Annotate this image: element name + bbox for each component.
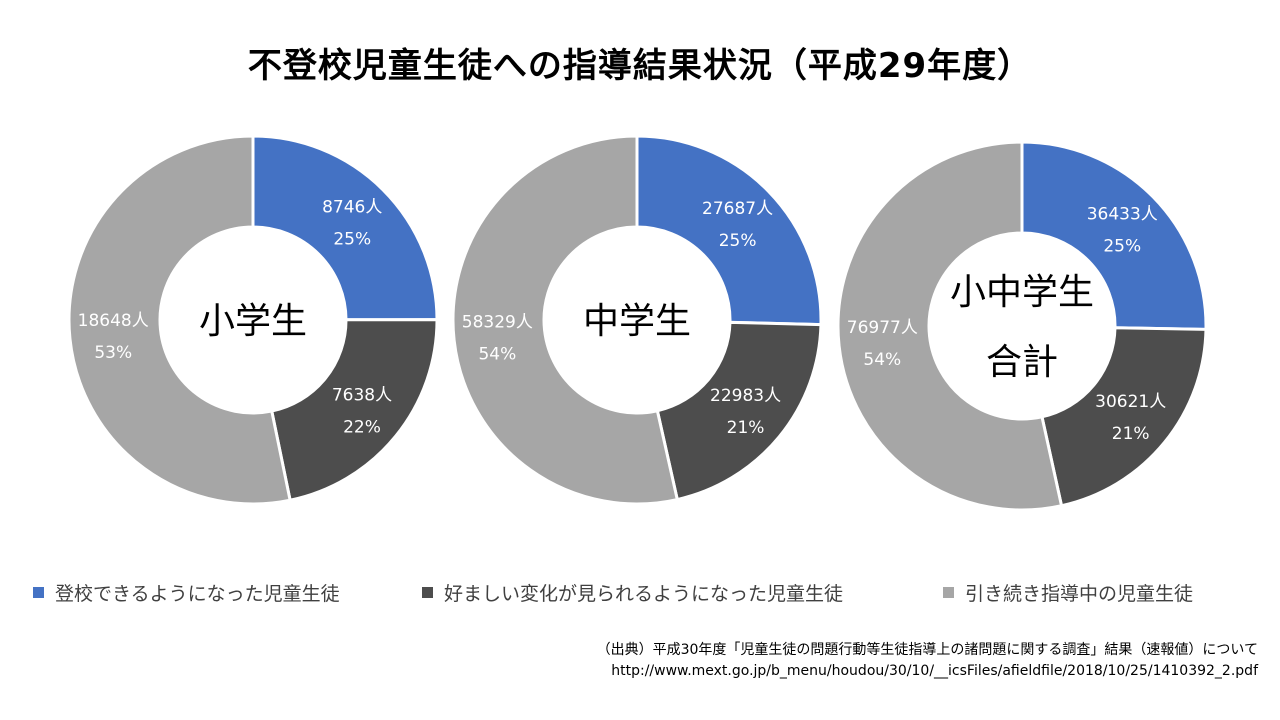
slice-percent-label: 54% — [478, 344, 516, 364]
legend-item-returned: 登校できるようになった児童生徒 — [33, 579, 340, 606]
slice-percent-label: 21% — [727, 418, 765, 438]
legend-swatch-continuing — [943, 587, 954, 598]
source-line-2[interactable]: http://www.mext.go.jp/b_menu/houdou/30/1… — [611, 663, 1258, 679]
donut-slice-continuing — [451, 134, 680, 506]
page-title: 不登校児童生徒への指導結果状況（平成29年度） — [247, 46, 1033, 86]
source-note: （出典）平成30年度「児童生徒の問題行動等生徒指導上の諸問題に関する調査」結果（… — [597, 640, 1258, 682]
slice-percent-label: 21% — [1112, 424, 1150, 444]
slice-percent-label: 53% — [94, 343, 132, 363]
slice-value-label: 22983人 — [710, 386, 781, 406]
donut-slice-continuing — [836, 140, 1064, 512]
slice-value-label: 27687人 — [702, 199, 773, 219]
legend-swatch-improved — [422, 587, 433, 598]
donut-slice-improved — [1040, 326, 1208, 508]
legend-label-returned: 登校できるようになった児童生徒 — [55, 583, 340, 605]
slice-value-label: 58329人 — [462, 312, 533, 332]
source-line-1: （出典）平成30年度「児童生徒の問題行動等生徒指導上の諸問題に関する調査」結果（… — [596, 642, 1258, 658]
donut-slice-returned — [1020, 140, 1208, 331]
donut-slice-improved — [655, 320, 823, 502]
slice-value-label: 30621人 — [1095, 392, 1166, 412]
slice-value-label: 36433人 — [1087, 205, 1158, 225]
donut-slice-returned — [251, 134, 439, 322]
donut-center-label: 小学生 — [199, 301, 307, 342]
slice-value-label: 76977人 — [847, 318, 918, 338]
donut-center-label: 合計 — [986, 342, 1058, 383]
slice-value-label: 18648人 — [78, 311, 149, 331]
slice-value-label: 8746人 — [322, 198, 382, 218]
donut-slice-continuing — [67, 134, 292, 506]
legend-label-improved: 好ましい変化が見られるようになった児童生徒 — [444, 583, 844, 605]
donut-center-label: 小中学生 — [950, 272, 1094, 313]
donut-chart-2: 27687人 25% 22983人 21% 58329人 54% 中学生 — [451, 134, 823, 506]
slice-percent-label: 25% — [1103, 237, 1141, 257]
legend-item-continuing: 引き続き指導中の児童生徒 — [943, 579, 1193, 606]
legend-swatch-returned — [33, 587, 44, 598]
legend-label-continuing: 引き続き指導中の児童生徒 — [965, 583, 1194, 605]
donut-slice-returned — [635, 134, 823, 327]
donut-chart-1: 8746人 25% 7638人 22% 18648人 53% 小学生 — [67, 134, 439, 506]
slice-percent-label: 25% — [333, 230, 371, 250]
slice-percent-label: 25% — [719, 231, 757, 251]
slice-percent-label: 54% — [863, 350, 901, 370]
slice-percent-label: 22% — [343, 418, 381, 438]
donut-slice-improved — [269, 318, 439, 502]
slice-value-label: 7638人 — [332, 386, 392, 406]
donut-center-label: 中学生 — [583, 301, 691, 342]
legend-item-improved: 好ましい変化が見られるようになった児童生徒 — [422, 579, 843, 606]
